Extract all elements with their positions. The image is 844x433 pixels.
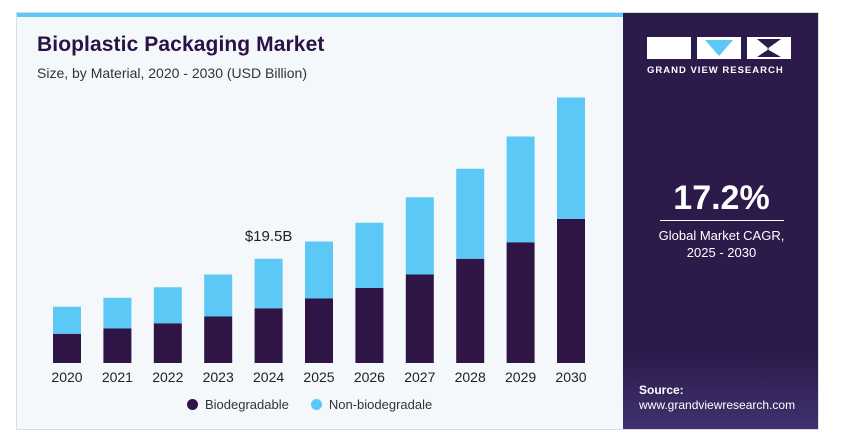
x-tick-label-2028: 2028 xyxy=(455,369,486,385)
bar-biodegradable-2023 xyxy=(204,316,233,363)
x-tick-label-2029: 2029 xyxy=(505,369,536,385)
cagr-divider xyxy=(660,220,784,221)
source-label: Source: xyxy=(639,383,684,397)
bar-biodegradable-2020 xyxy=(53,333,81,363)
cagr-label-line2: 2025 - 2030 xyxy=(686,245,757,260)
bar-biodegradable-2030 xyxy=(557,219,585,363)
logo-r-icon xyxy=(747,37,791,59)
x-tick-label-2024: 2024 xyxy=(253,369,284,385)
x-tick-label-2023: 2023 xyxy=(203,369,234,385)
cagr-label-line1: Global Market CAGR, xyxy=(658,228,785,243)
legend-item-non-biodegradable: Non-biodegradale xyxy=(310,397,433,412)
sidebar-pattern xyxy=(623,351,818,429)
legend-swatch-biodegradable xyxy=(187,399,198,410)
chart-card: Bioplastic Packaging Market Size, by Mat… xyxy=(16,12,819,430)
bar-biodegradable-2022 xyxy=(153,323,182,363)
bar-non-biodegradable-2028 xyxy=(456,168,485,259)
bar-biodegradable-2029 xyxy=(506,242,535,363)
accent-bar xyxy=(17,13,623,17)
x-tick-label-2020: 2020 xyxy=(51,369,82,385)
logo-v-icon xyxy=(697,37,741,59)
bar-non-biodegradable-2025 xyxy=(305,241,333,299)
x-tick-label-2025: 2025 xyxy=(303,369,334,385)
legend-item-biodegradable: Biodegradable xyxy=(187,397,289,412)
bar-biodegradable-2027 xyxy=(405,274,434,363)
cagr-value: 17.2% xyxy=(673,179,770,217)
sidebar-panel: GRAND VIEW RESEARCH 17.2% Global Market … xyxy=(623,13,818,429)
bar-non-biodegradable-2023 xyxy=(204,274,233,317)
bar-non-biodegradable-2022 xyxy=(153,287,182,324)
legend-label-biodegradable: Biodegradable xyxy=(205,397,289,412)
legend: Biodegradable Non-biodegradale xyxy=(187,397,454,412)
cagr-label: Global Market CAGR, 2025 - 2030 xyxy=(623,227,818,261)
bar-non-biodegradable-2021 xyxy=(103,297,132,329)
bar-biodegradable-2024 xyxy=(254,308,283,363)
legend-swatch-non-biodegradable xyxy=(310,399,322,410)
chart-subtitle: Size, by Material, 2020 - 2030 (USD Bill… xyxy=(37,65,308,81)
bar-non-biodegradable-2030 xyxy=(557,97,585,219)
x-tick-label-2027: 2027 xyxy=(404,369,435,385)
data-label-2024: $19.5B xyxy=(245,228,293,245)
bar-biodegradable-2025 xyxy=(305,298,333,363)
grand-view-research-logo: GRAND VIEW RESEARCH xyxy=(647,37,797,76)
bar-non-biodegradable-2024 xyxy=(254,258,283,309)
x-tick-label-2026: 2026 xyxy=(354,369,385,385)
source-url: www.grandviewresearch.com xyxy=(639,398,796,412)
legend-label-non-biodegradable: Non-biodegradale xyxy=(328,397,433,412)
bar-non-biodegradable-2026 xyxy=(355,222,384,288)
logo-text: GRAND VIEW RESEARCH xyxy=(647,65,784,76)
bar-biodegradable-2028 xyxy=(456,258,485,363)
source-note: Source: www.grandviewresearch.com xyxy=(639,383,795,413)
bar-biodegradable-2021 xyxy=(103,328,132,363)
x-tick-label-2030: 2030 xyxy=(555,369,586,385)
bar-non-biodegradable-2027 xyxy=(405,197,434,275)
x-tick-label-2021: 2021 xyxy=(102,369,133,385)
x-tick-label-2022: 2022 xyxy=(152,369,183,385)
bar-non-biodegradable-2029 xyxy=(506,136,535,243)
logo-block-g xyxy=(647,37,691,59)
bar-chart: 2020 2021 2022 2023 2024 2025 2026 2027 2028 2029… xyxy=(51,97,587,385)
chart-title: Bioplastic Packaging Market xyxy=(37,33,325,56)
bar-biodegradable-2026 xyxy=(355,288,384,363)
bar-non-biodegradable-2020 xyxy=(53,306,81,334)
logo-mark xyxy=(647,37,797,59)
